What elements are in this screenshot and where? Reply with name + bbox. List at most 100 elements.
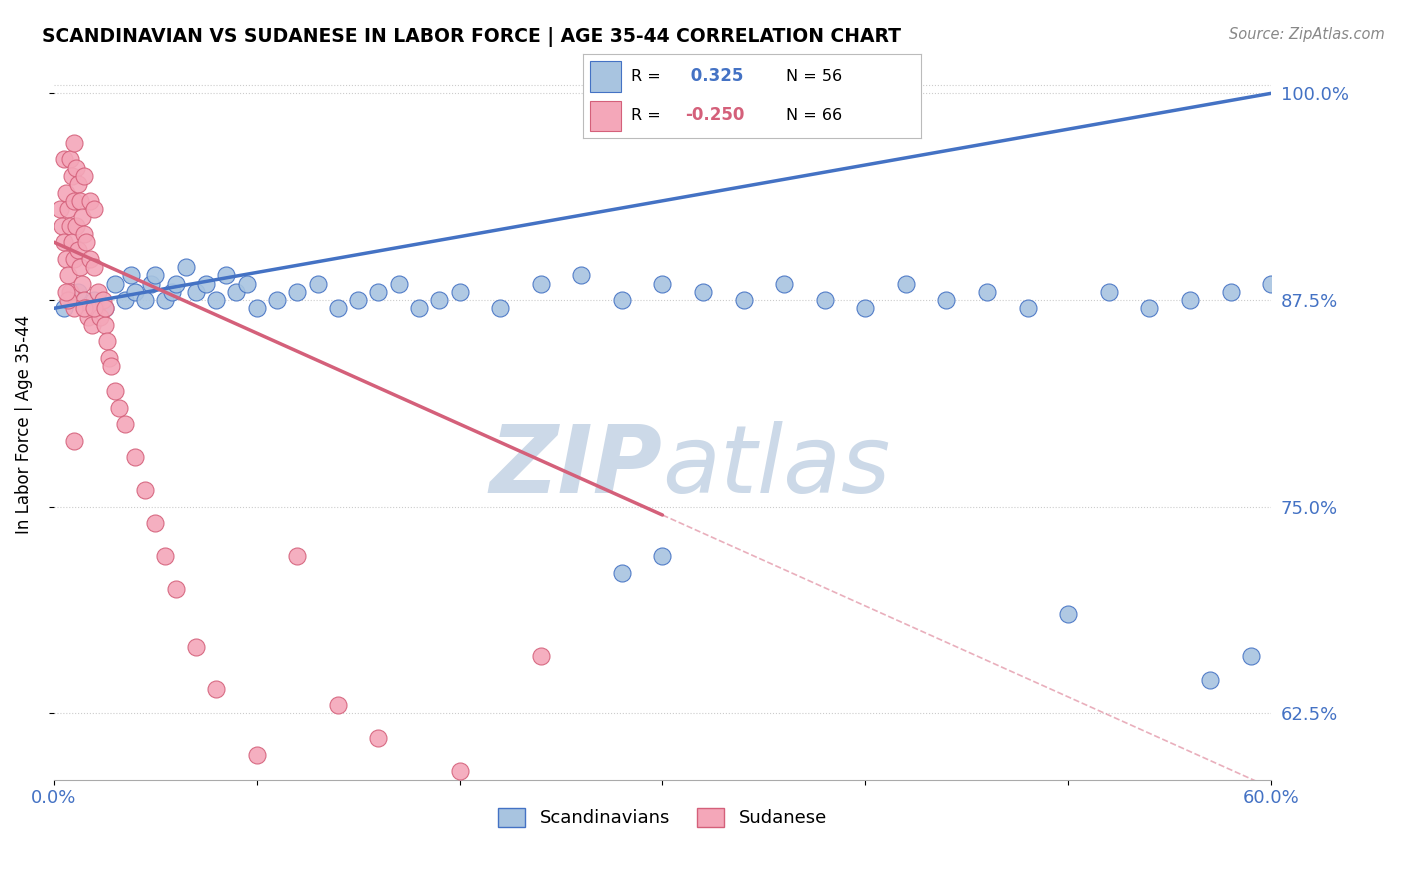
Point — [894, 277, 917, 291]
Point — [285, 285, 308, 299]
Point — [976, 285, 998, 299]
Point — [63, 252, 86, 266]
Point — [69, 260, 91, 274]
Point — [773, 277, 796, 291]
Point — [93, 301, 115, 316]
Point — [134, 293, 156, 307]
Point — [120, 268, 142, 283]
Legend: Scandinavians, Sudanese: Scandinavians, Sudanese — [491, 801, 834, 835]
Point — [388, 277, 411, 291]
Y-axis label: In Labor Force | Age 35-44: In Labor Force | Age 35-44 — [15, 315, 32, 533]
Point — [114, 417, 136, 431]
Point — [83, 260, 105, 274]
Point — [307, 277, 329, 291]
Point — [91, 293, 114, 307]
Text: ZIP: ZIP — [489, 421, 662, 513]
Point — [155, 549, 177, 564]
Point — [55, 186, 77, 200]
Point — [56, 202, 79, 216]
Point — [51, 219, 73, 233]
Point — [100, 359, 122, 374]
Point — [205, 293, 228, 307]
Point — [1199, 673, 1222, 688]
Point — [134, 483, 156, 498]
Point — [96, 334, 118, 349]
Text: atlas: atlas — [662, 421, 891, 512]
Point — [1137, 301, 1160, 316]
Point — [326, 301, 349, 316]
Point — [853, 301, 876, 316]
Point — [114, 293, 136, 307]
Text: R =: R = — [631, 69, 661, 84]
Point — [174, 260, 197, 274]
Point — [1219, 285, 1241, 299]
Text: SCANDINAVIAN VS SUDANESE IN LABOR FORCE | AGE 35-44 CORRELATION CHART: SCANDINAVIAN VS SUDANESE IN LABOR FORCE … — [42, 27, 901, 46]
Point — [89, 310, 111, 324]
Point — [87, 285, 110, 299]
Point — [104, 277, 127, 291]
Point — [63, 194, 86, 208]
Point — [195, 277, 218, 291]
Point — [367, 731, 389, 746]
Point — [75, 235, 97, 249]
Point — [165, 582, 187, 597]
Point — [449, 764, 471, 779]
Text: 0.325: 0.325 — [685, 68, 744, 86]
Point — [75, 301, 97, 316]
Point — [427, 293, 450, 307]
Point — [83, 301, 105, 316]
Point — [449, 285, 471, 299]
Point — [215, 268, 238, 283]
Bar — [591, 101, 620, 131]
Point — [65, 219, 87, 233]
Point — [1017, 301, 1039, 316]
Point — [651, 277, 673, 291]
Point — [60, 169, 83, 183]
Point — [73, 227, 96, 241]
Point — [107, 401, 129, 415]
Point — [160, 285, 183, 299]
Point — [67, 244, 90, 258]
Point — [141, 277, 163, 291]
Point — [246, 301, 269, 316]
Point — [53, 235, 76, 249]
Point — [67, 178, 90, 192]
Point — [93, 318, 115, 332]
Text: R =: R = — [631, 108, 661, 123]
Text: N = 56: N = 56 — [786, 69, 842, 84]
Point — [143, 268, 166, 283]
Point — [55, 252, 77, 266]
Point — [285, 549, 308, 564]
Point — [235, 277, 257, 291]
Point — [347, 293, 370, 307]
Point — [1098, 285, 1121, 299]
Text: N = 66: N = 66 — [786, 108, 842, 123]
Point — [56, 268, 79, 283]
Bar — [591, 62, 620, 92]
Point — [1240, 648, 1263, 663]
Point — [530, 648, 553, 663]
Point — [53, 301, 76, 316]
Point — [530, 277, 553, 291]
Point — [77, 310, 100, 324]
Point — [83, 202, 105, 216]
Point — [82, 318, 104, 332]
Point — [79, 252, 101, 266]
Point — [86, 301, 108, 316]
Point — [63, 301, 86, 316]
Point — [83, 293, 105, 307]
Point — [408, 301, 430, 316]
Point — [73, 293, 96, 307]
Point — [79, 194, 101, 208]
Point — [205, 681, 228, 696]
Point — [1057, 607, 1080, 622]
Point — [1178, 293, 1201, 307]
Point — [59, 285, 82, 299]
Point — [124, 450, 146, 464]
Point — [53, 153, 76, 167]
Point — [1260, 277, 1282, 291]
Point — [266, 293, 288, 307]
Point — [489, 301, 512, 316]
Point — [63, 434, 86, 448]
Text: -0.250: -0.250 — [685, 106, 744, 124]
